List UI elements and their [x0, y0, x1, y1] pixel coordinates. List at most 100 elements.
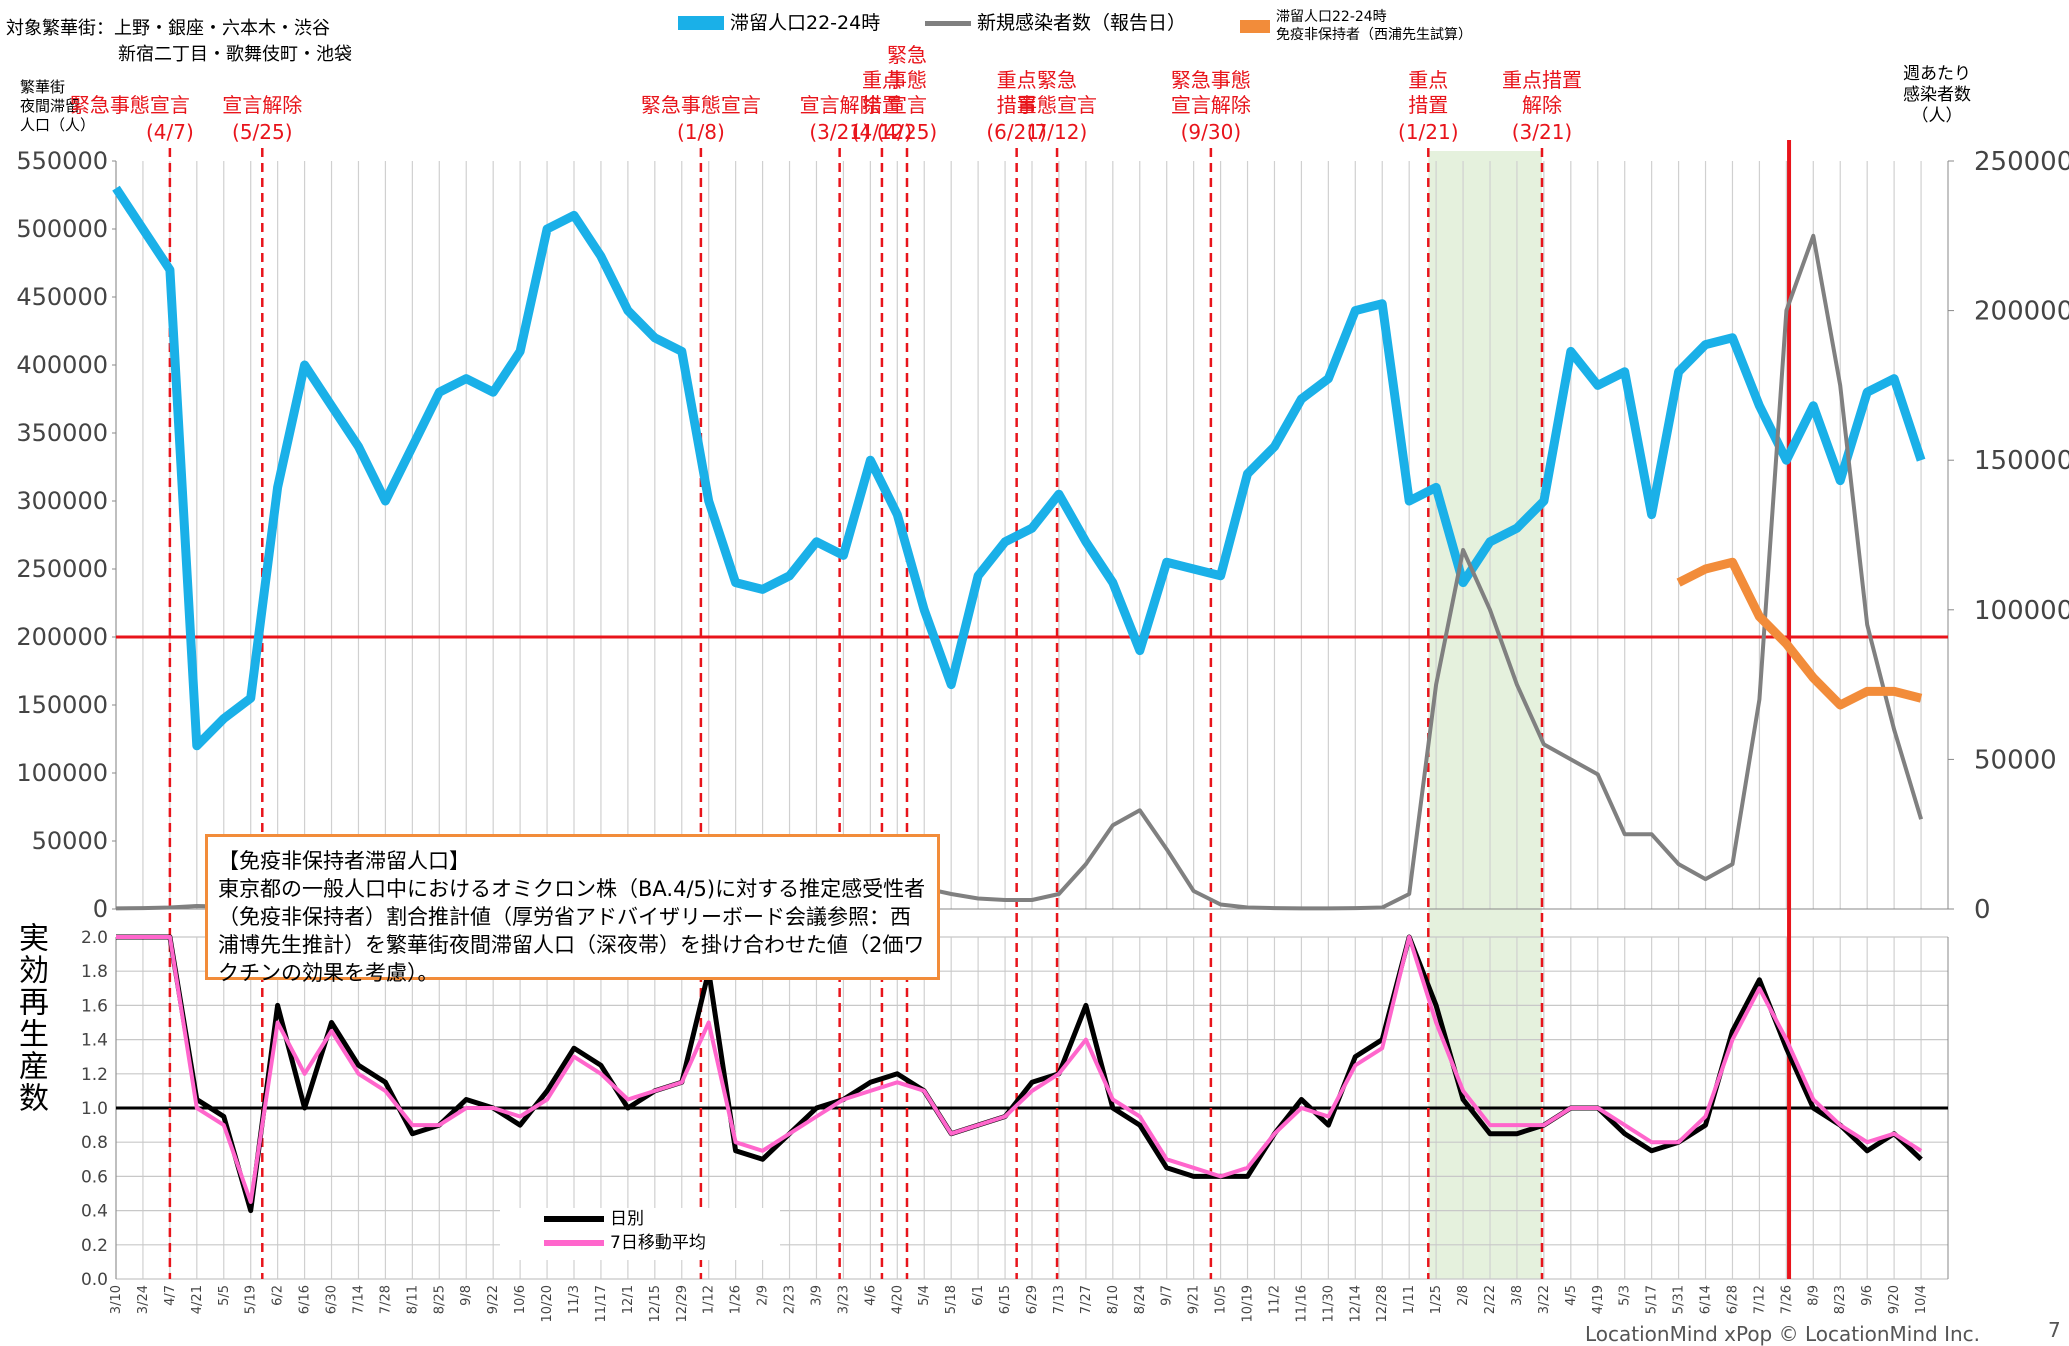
x-tick-label: 5/19	[244, 1285, 259, 1314]
x-tick-label: 12/14	[1348, 1285, 1363, 1322]
x-tick-label: 12/1	[621, 1285, 636, 1314]
x-tick-label: 8/9	[1806, 1285, 1821, 1306]
x-tick-label: 2/8	[1456, 1285, 1471, 1306]
x-tick-label: 7/12	[1752, 1285, 1767, 1314]
x-tick-label: 4/21	[190, 1285, 205, 1314]
y-tick-label: 2.0	[81, 928, 108, 948]
x-tick-label: 11/17	[594, 1285, 609, 1322]
y2-tick-label: 200000	[1974, 297, 2069, 327]
x-tick-label: 5/18	[944, 1285, 959, 1314]
y-tick-label: 1.4	[81, 1031, 108, 1051]
x-tick-label: 11/16	[1294, 1285, 1309, 1322]
y-tick-label: 1.6	[81, 996, 108, 1016]
x-tick-label: 4/19	[1591, 1285, 1606, 1314]
x-tick-label: 7/26	[1779, 1285, 1794, 1314]
y-tick-label: 250000	[16, 555, 108, 583]
event-date: (1/21)	[1398, 120, 1459, 144]
event-label: 重点措置 解除	[1501, 68, 1582, 117]
x-tick-label: 7/27	[1079, 1285, 1094, 1314]
y-tick-label: 0.6	[81, 1167, 108, 1187]
event-label: 重点 措置	[861, 68, 902, 117]
header-line: 対象繁華街：上野・銀座・六本木・渋谷	[6, 18, 330, 39]
x-tick-label: 10/19	[1241, 1285, 1256, 1322]
x-tick-label: 2/9	[756, 1285, 771, 1306]
x-tick-label: 6/1	[971, 1285, 986, 1306]
y2-axis-title: 週あたり 感染者数 （人）	[1903, 64, 1971, 126]
event-label: 緊急 事態 宣言	[886, 43, 927, 117]
x-tick-label: 6/28	[1725, 1285, 1740, 1314]
x-tick-label: 8/10	[1106, 1285, 1121, 1314]
x-tick-label: 9/8	[459, 1285, 474, 1306]
x-tick-label: 10/20	[540, 1285, 555, 1322]
shaded-period	[1428, 151, 1542, 1279]
x-tick-label: 9/20	[1887, 1285, 1902, 1314]
x-tick-label: 11/2	[1267, 1285, 1282, 1314]
event-date: (7/12)	[1026, 120, 1088, 144]
y2-tick-label: 0	[1974, 895, 1991, 925]
x-tick-label: 8/24	[1133, 1285, 1148, 1314]
x-tick-label: 8/25	[432, 1285, 447, 1314]
x-tick-label: 7/13	[1052, 1285, 1067, 1314]
x-tick-label: 8/11	[405, 1285, 420, 1314]
x-tick-label: 9/21	[1187, 1285, 1202, 1314]
y2-tick-label: 150000	[1974, 446, 2069, 476]
y-tick-label: 1.0	[81, 1099, 108, 1119]
y-tick-label: 1.2	[81, 1065, 108, 1085]
x-tick-label: 9/7	[1160, 1285, 1175, 1306]
legend-label: 滞留人口22-24時	[730, 12, 881, 34]
header-line: 新宿二丁目・歌舞伎町・池袋	[118, 44, 352, 65]
legend-item: 新規感染者数（報告日）	[925, 12, 1187, 34]
event-date: (9/30)	[1180, 120, 1242, 144]
y-tick-label: 450000	[16, 283, 108, 311]
legend-label: 滞留人口22-24時 免疫非保持者（西浦先生試算）	[1276, 9, 1472, 43]
x-tick-label: 4/7	[163, 1285, 178, 1306]
x-tick-label: 5/17	[1645, 1285, 1660, 1314]
event-label: 緊急事態宣言	[640, 93, 761, 117]
x-tick-label: 12/15	[648, 1285, 663, 1322]
x-tick-label: 1/11	[1402, 1285, 1417, 1314]
note-text: 東京都の一般人口中におけるオミクロン株（BA.4/5)に対する推定感受性者（免疫…	[218, 877, 926, 985]
x-tick-label: 7/28	[378, 1285, 393, 1314]
event-date: (3/21)	[809, 120, 870, 144]
x-tick-label: 9/6	[1860, 1285, 1875, 1306]
y2-tick-label: 100000	[1974, 596, 2069, 626]
x-tick-label: 3/8	[1510, 1285, 1525, 1306]
note-title: 【免疫非保持者滞留人口】	[218, 849, 470, 873]
footer: LocationMind xPop © LocationMind Inc.	[1585, 1322, 1981, 1346]
x-tick-label: 10/5	[1214, 1285, 1229, 1314]
x-tick-label: 8/23	[1833, 1285, 1848, 1314]
y-tick-label: 200000	[16, 623, 108, 651]
legend-swatch	[678, 16, 724, 30]
x-tick-label: 10/6	[513, 1285, 528, 1314]
y-tick-label: 500000	[16, 215, 108, 243]
x-tick-label: 3/23	[836, 1285, 851, 1314]
x-tick-label: 6/2	[271, 1285, 286, 1306]
y-tick-label: 1.8	[81, 962, 108, 982]
event-label: 宣言解除	[799, 93, 880, 117]
y-tick-label: 300000	[16, 487, 108, 515]
y-axis-title: 繁華街 夜間滞留 人口（人）	[20, 78, 96, 134]
y-tick-label: 550000	[16, 147, 108, 175]
y2-tick-label: 50000	[1974, 745, 2057, 775]
x-tick-label: 2/23	[783, 1285, 798, 1314]
y2-tick-label: 250000	[1974, 147, 2069, 177]
x-tick-label: 3/9	[809, 1285, 824, 1306]
x-tick-label: 4/20	[890, 1285, 905, 1314]
event-label: 重点 措置	[1408, 68, 1449, 117]
x-tick-label: 6/30	[325, 1285, 340, 1314]
x-tick-label: 11/30	[1321, 1285, 1336, 1322]
x-tick-label: 1/26	[729, 1285, 744, 1314]
event-label: 重点 措置	[996, 68, 1037, 117]
x-tick-label: 11/3	[567, 1285, 582, 1314]
y-tick-label: 150000	[16, 691, 108, 719]
event-label: 緊急 事態宣言	[1017, 68, 1098, 117]
event-date: (1/8)	[676, 120, 725, 144]
x-tick-label: 4/5	[1564, 1285, 1579, 1306]
x-tick-label: 5/4	[917, 1285, 932, 1306]
event-label: 宣言解除	[222, 93, 303, 117]
rt-axis-title: 実効再生産数	[13, 922, 48, 1114]
y-tick-label: 100000	[16, 759, 108, 787]
x-tick-label: 5/3	[1618, 1285, 1633, 1306]
legend-label: 新規感染者数（報告日）	[977, 12, 1187, 34]
y-tick-label: 0	[93, 895, 108, 923]
